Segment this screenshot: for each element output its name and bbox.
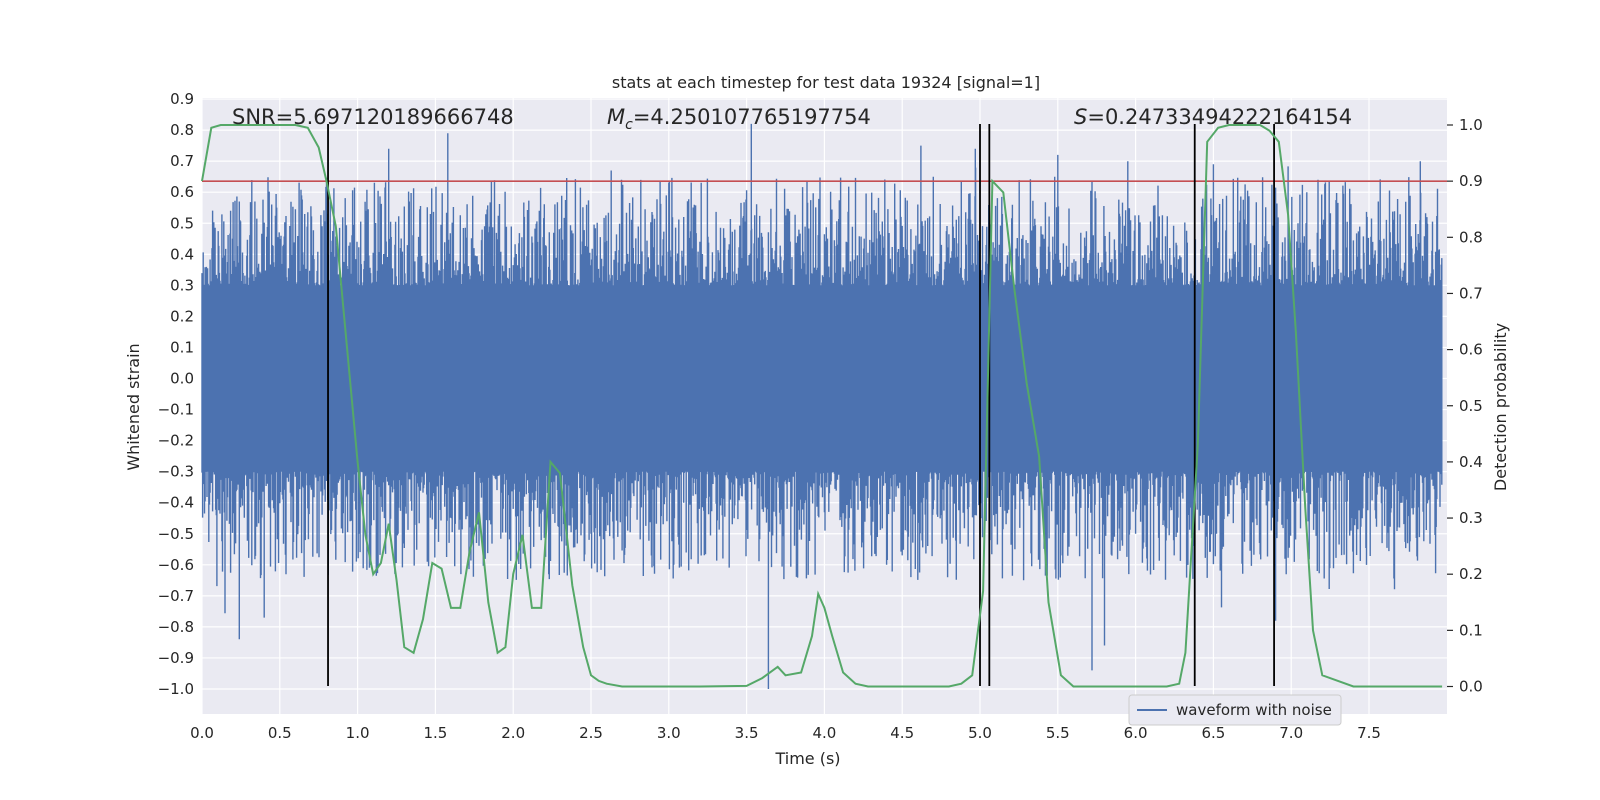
left-y-tick-label: −0.8: [158, 618, 194, 636]
right-y-tick-label: 0.0: [1459, 678, 1483, 696]
x-axis-label: Time (s): [774, 749, 840, 768]
x-tick-label: 4.5: [890, 724, 914, 742]
event-lines: [327, 124, 1275, 686]
left-y-tick-label: −0.7: [158, 587, 194, 605]
x-tick-label: 3.0: [657, 724, 681, 742]
x-tick-label: 5.5: [1046, 724, 1070, 742]
x-tick-label: 6.0: [1124, 724, 1148, 742]
left-y-tick-label: 0.1: [170, 338, 194, 356]
x-tick-label: 1.0: [346, 724, 370, 742]
s-symbol: S: [1074, 105, 1087, 129]
x-tick-label: 2.5: [579, 724, 603, 742]
left-y-tick-label: −0.9: [158, 649, 194, 667]
left-y-tick-label: 0.0: [170, 370, 194, 388]
x-tick-label: 0.0: [190, 724, 214, 742]
snr-annotation: SNR=5.697120189666748: [232, 105, 514, 129]
right-y-tick-label: 0.7: [1459, 284, 1483, 302]
right-y-tick-label: 0.2: [1459, 565, 1483, 583]
left-y-tick-label: 0.5: [170, 214, 194, 232]
left-y-tick-label: −0.6: [158, 556, 194, 574]
s-value: =0.24733494222164154: [1087, 105, 1352, 129]
left-y-tick-label: 0.2: [170, 307, 194, 325]
waveform-core: [202, 291, 1443, 466]
right-y-axis-label: Detection probability: [1491, 323, 1510, 491]
x-tick-label: 7.0: [1279, 724, 1303, 742]
left-y-tick-label: 0.8: [170, 121, 194, 139]
x-tick-label: 6.5: [1201, 724, 1225, 742]
x-tick-label: 3.5: [735, 724, 759, 742]
chirp-mass-symbol: M: [607, 105, 625, 129]
left-y-tick-label: 0.9: [170, 90, 194, 108]
s-annotation: S=0.24733494222164154: [1074, 105, 1352, 129]
right-y-tick-label: 0.3: [1459, 509, 1483, 527]
chirp-mass-value: =4.250107765197754: [633, 105, 871, 129]
left-y-tick-label: −0.4: [158, 494, 194, 512]
x-tick-label: 2.0: [501, 724, 525, 742]
left-y-tick-label: −0.3: [158, 463, 194, 481]
right-y-tick-label: 0.4: [1459, 453, 1483, 471]
chirp-mass-annotation: Mc=4.250107765197754: [607, 105, 871, 133]
x-tick-label: 5.0: [968, 724, 992, 742]
legend-box: [1128, 694, 1342, 726]
legend: waveform with noise: [1128, 694, 1342, 726]
left-y-tick-label: 0.7: [170, 152, 194, 170]
right-y-tick-label: 0.8: [1459, 228, 1483, 246]
right-y-axis-ticks: 1.0 0.9 0.8 0.7 0.6 0.5 0.4 0.3 0.2 0.1 0.0: [1447, 116, 1483, 696]
right-y-tick-label: 0.1: [1459, 621, 1483, 639]
left-y-tick-label: 0.6: [170, 183, 194, 201]
right-y-tick-label: 0.6: [1459, 341, 1483, 359]
detection-probability-line: [201, 124, 1443, 688]
legend-label: waveform with noise: [1176, 701, 1332, 719]
x-tick-label: 1.5: [423, 724, 447, 742]
chirp-mass-subscript: c: [625, 117, 633, 133]
left-y-tick-label: −0.5: [158, 525, 194, 543]
left-y-tick-label: −1.0: [158, 680, 194, 698]
chart-title: stats at each timestep for test data 193…: [612, 73, 1040, 92]
x-tick-label: 7.5: [1357, 724, 1381, 742]
x-tick-label: 4.0: [812, 724, 836, 742]
left-y-axis-label: Whitened strain: [124, 343, 143, 470]
x-axis-ticks: 0.0 0.5 1.0 1.5 2.0 2.5 3.0 3.5 4.0 4.5 5.0 5.5 6.0 6…: [190, 724, 1381, 742]
right-y-tick-label: 1.0: [1459, 116, 1483, 134]
waveform-series: [201, 123, 1443, 689]
left-y-tick-label: 0.4: [170, 245, 194, 263]
left-y-tick-label: 0.3: [170, 276, 194, 294]
right-y-tick-label: 0.5: [1459, 397, 1483, 415]
right-y-tick-label: 0.9: [1459, 172, 1483, 190]
left-y-tick-label: −0.2: [158, 432, 194, 450]
x-tick-label: 0.5: [268, 724, 292, 742]
left-y-tick-label: −0.1: [158, 401, 194, 419]
left-y-axis-ticks: 0.9 0.8 0.7 0.6 0.5 0.4 0.3 0.2 0.1 0.0 −0.1 −0.2 −0…: [158, 90, 194, 698]
